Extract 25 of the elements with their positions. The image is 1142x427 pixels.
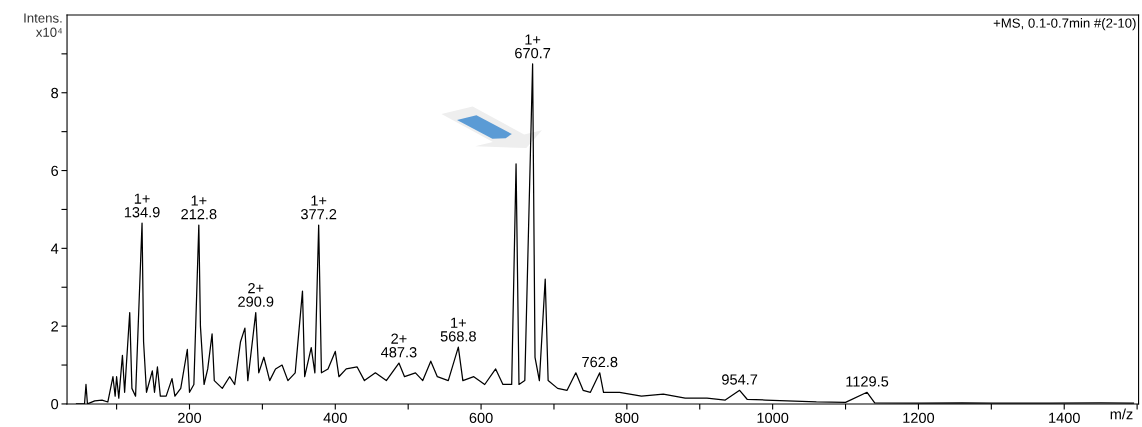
annotation: 2+ 290.9 <box>238 282 274 307</box>
y-tick-label: 0 <box>51 399 59 410</box>
y-axis-title: Intens. x10⁴ <box>24 13 63 37</box>
x-tick-label: 1200 <box>903 412 935 423</box>
x-axis-title: m/z <box>1110 408 1133 420</box>
annotation: 1+ 212.8 <box>181 195 217 220</box>
y-tick-label: 4 <box>50 243 59 254</box>
annotation: 2+ 487.3 <box>381 333 417 358</box>
y-tick-label: 6 <box>51 165 59 176</box>
x-tick-label: 1400 <box>1049 412 1080 423</box>
annotation: 1129.5 <box>846 376 889 387</box>
x-tick-label: 800 <box>615 412 639 423</box>
annotation: 1+ 670.7 <box>515 34 551 59</box>
y-tick-label: 2 <box>51 321 58 332</box>
x-tick-label: 1000 <box>757 412 789 423</box>
x-tick-label: 200 <box>178 412 202 423</box>
annotation: 762.8 <box>582 356 618 368</box>
annotation: 1+ 568.8 <box>440 317 476 342</box>
annotation: +MS, 0.1-0.7min #(2-10) <box>993 18 1136 31</box>
annotation: 1+ 134.9 <box>124 193 160 218</box>
x-tick-label: 400 <box>323 412 347 423</box>
annotation: 1+ 377.2 <box>300 195 337 220</box>
y-tick-label: 8 <box>51 87 59 99</box>
annotation: 954.7 <box>722 374 758 385</box>
x-tick-label: 600 <box>469 412 493 423</box>
